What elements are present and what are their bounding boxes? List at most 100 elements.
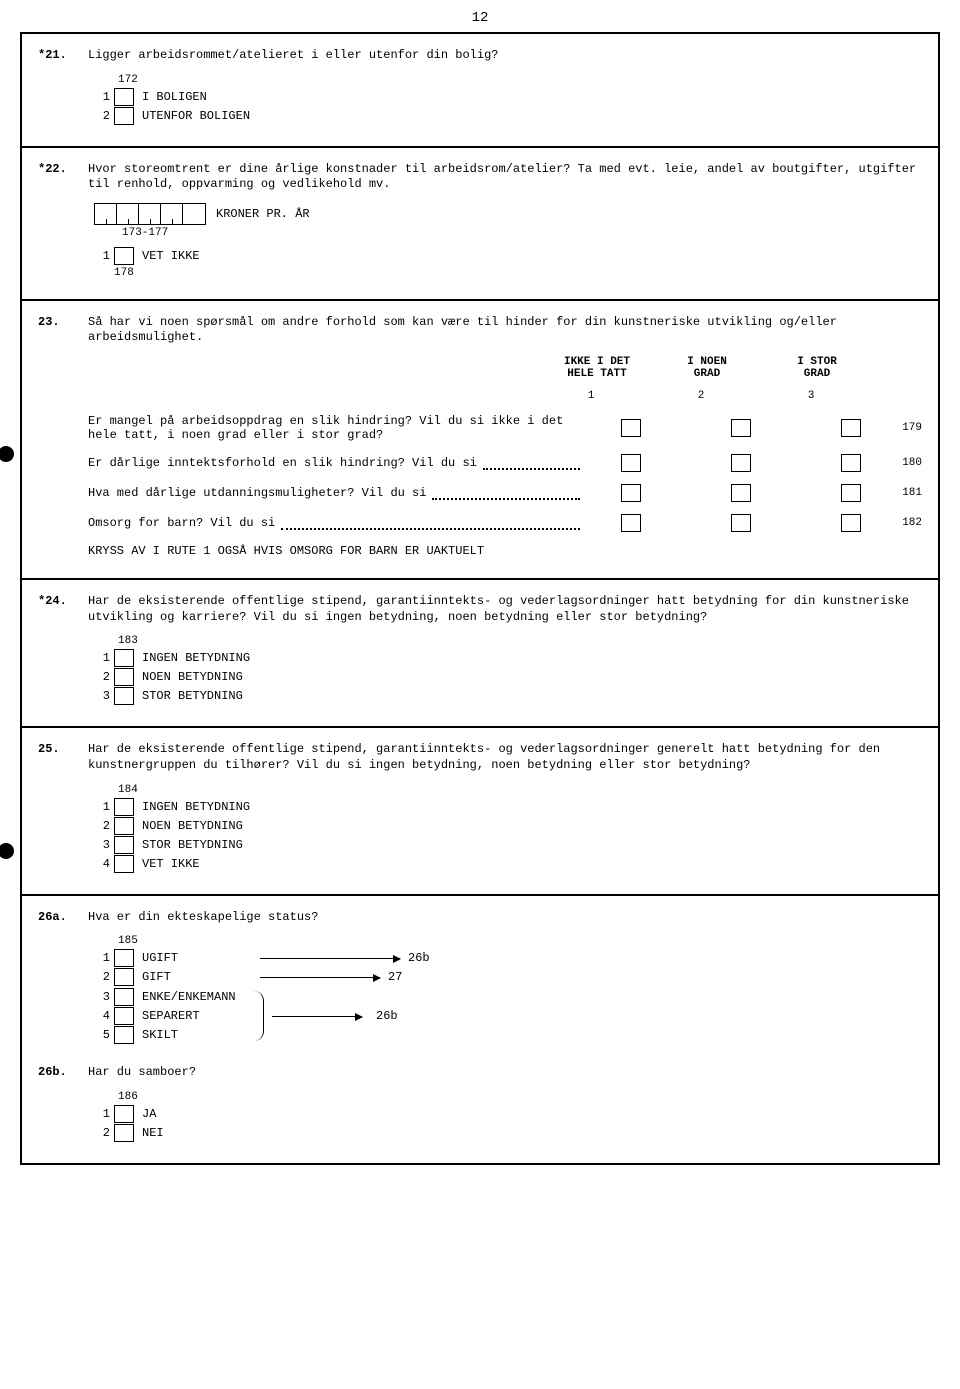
question-26: 26a. Hva er din ekteskapelige status? 18…	[22, 896, 938, 1165]
q22-number: *22.	[38, 162, 88, 176]
option-label: UTENFOR BOLIGEN	[142, 109, 250, 123]
option-label: STOR BETYDNING	[142, 838, 243, 852]
q23-number: 23.	[38, 315, 88, 329]
question-21: *21. Ligger arbeidsrommet/atelieret i el…	[22, 34, 938, 148]
checkbox[interactable]	[114, 1105, 134, 1123]
q21-option-1: 1 I BOLIGEN	[94, 88, 922, 106]
checkbox[interactable]	[114, 988, 134, 1006]
checkbox[interactable]	[114, 855, 134, 873]
option-label: UGIFT	[142, 951, 252, 965]
q26a-option-1: 1 UGIFT 26b	[94, 949, 922, 967]
checkbox[interactable]	[841, 419, 861, 437]
option-label: JA	[142, 1107, 156, 1121]
question-25: 25. Har de eksisterende offentlige stipe…	[22, 728, 938, 895]
option-number: 4	[94, 857, 110, 871]
checkbox[interactable]	[841, 484, 861, 502]
q26a-option-2: 2 GIFT 27	[94, 968, 922, 986]
row-code: 180	[892, 457, 922, 469]
punch-hole-icon	[0, 843, 14, 859]
matrix-header-1: IKKE I DET HELE TATT	[562, 356, 632, 380]
q25-column-code: 184	[118, 784, 922, 796]
q26a-option-3: 3 ENKE/ENKEMANN	[94, 988, 252, 1006]
checkbox[interactable]	[731, 419, 751, 437]
matrix-row-label: Er mangel på arbeidsoppdrag en slik hind…	[88, 414, 574, 442]
checkbox[interactable]	[621, 419, 641, 437]
question-24: *24. Har de eksisterende offentlige stip…	[22, 580, 938, 728]
route-target: 26b	[408, 951, 430, 965]
row-code: 181	[892, 487, 922, 499]
checkbox[interactable]	[114, 687, 134, 705]
checkbox[interactable]	[114, 247, 134, 265]
route-arrow-icon	[260, 977, 380, 978]
option-number: 1	[94, 800, 110, 814]
option-label: VET IKKE	[142, 857, 200, 871]
q24-option-1: 1 INGEN BETYDNING	[94, 649, 922, 667]
option-label: INGEN BETYDNING	[142, 651, 250, 665]
kroner-input-boxes[interactable]	[94, 203, 206, 225]
checkbox[interactable]	[114, 1007, 134, 1025]
checkbox[interactable]	[841, 514, 861, 532]
route-target: 27	[388, 970, 402, 984]
vet-ikke-label: VET IKKE	[142, 249, 200, 263]
punch-hole-icon	[0, 446, 14, 462]
vet-ikke-column-code: 178	[114, 267, 922, 279]
option-number: 2	[94, 819, 110, 833]
dot-leader	[281, 522, 580, 530]
questionnaire-frame: *21. Ligger arbeidsrommet/atelieret i el…	[20, 32, 940, 1165]
checkbox[interactable]	[114, 817, 134, 835]
q25-option-4: 4 VET IKKE	[94, 855, 922, 873]
option-label: NOEN BETYDNING	[142, 819, 243, 833]
checkbox[interactable]	[114, 798, 134, 816]
matrix-header-2: I NOEN GRAD	[672, 356, 742, 380]
q23-note: KRYSS AV I RUTE 1 OGSÅ HVIS OMSORG FOR B…	[88, 544, 922, 558]
checkbox[interactable]	[114, 649, 134, 667]
q26b-option-1: 1 JA	[94, 1105, 922, 1123]
checkbox[interactable]	[621, 514, 641, 532]
checkbox[interactable]	[621, 454, 641, 472]
q26b-option-2: 2 NEI	[94, 1124, 922, 1142]
checkbox[interactable]	[621, 484, 641, 502]
option-label: INGEN BETYDNING	[142, 800, 250, 814]
checkbox[interactable]	[114, 949, 134, 967]
q24-number: *24.	[38, 594, 88, 608]
kroner-label: KRONER PR. ÅR	[216, 207, 310, 221]
matrix-colnum-2: 2	[666, 390, 736, 402]
q24-text: Har de eksisterende offentlige stipend, …	[88, 594, 922, 625]
option-number: 2	[94, 970, 110, 984]
row-code: 182	[892, 517, 922, 529]
option-number: 5	[94, 1028, 110, 1042]
checkbox[interactable]	[731, 514, 751, 532]
page-number: 12	[20, 10, 940, 26]
option-number: 1	[94, 90, 110, 104]
matrix-row-4: Omsorg for barn? Vil du si 182	[88, 514, 922, 532]
checkbox[interactable]	[841, 454, 861, 472]
q23-text: Så har vi noen spørsmål om andre forhold…	[88, 315, 922, 346]
checkbox[interactable]	[114, 1124, 134, 1142]
matrix-row-label: Omsorg for barn? Vil du si	[88, 516, 275, 530]
option-number: 1	[94, 249, 110, 263]
matrix-row-3: Hva med dårlige utdanningsmuligheter? Vi…	[88, 484, 922, 502]
checkbox[interactable]	[114, 668, 134, 686]
checkbox[interactable]	[114, 1026, 134, 1044]
option-number: 2	[94, 670, 110, 684]
q26b-number: 26b.	[38, 1065, 88, 1079]
option-number: 1	[94, 651, 110, 665]
route-target: 26b	[376, 1009, 398, 1023]
checkbox[interactable]	[114, 88, 134, 106]
dot-leader	[483, 462, 580, 470]
route-arrow-icon	[272, 1016, 362, 1017]
q21-column-code: 172	[118, 74, 922, 86]
checkbox[interactable]	[114, 107, 134, 125]
q26a-column-code: 185	[118, 935, 922, 947]
option-label: GIFT	[142, 970, 252, 984]
q24-option-3: 3 STOR BETYDNING	[94, 687, 922, 705]
q21-text: Ligger arbeidsrommet/atelieret i eller u…	[88, 48, 922, 64]
option-number: 3	[94, 838, 110, 852]
checkbox[interactable]	[731, 484, 751, 502]
checkbox[interactable]	[731, 454, 751, 472]
checkbox[interactable]	[114, 968, 134, 986]
q24-option-2: 2 NOEN BETYDNING	[94, 668, 922, 686]
checkbox[interactable]	[114, 836, 134, 854]
matrix-header: IKKE I DET HELE TATT I NOEN GRAD I STOR …	[88, 356, 922, 380]
option-number: 2	[94, 1126, 110, 1140]
